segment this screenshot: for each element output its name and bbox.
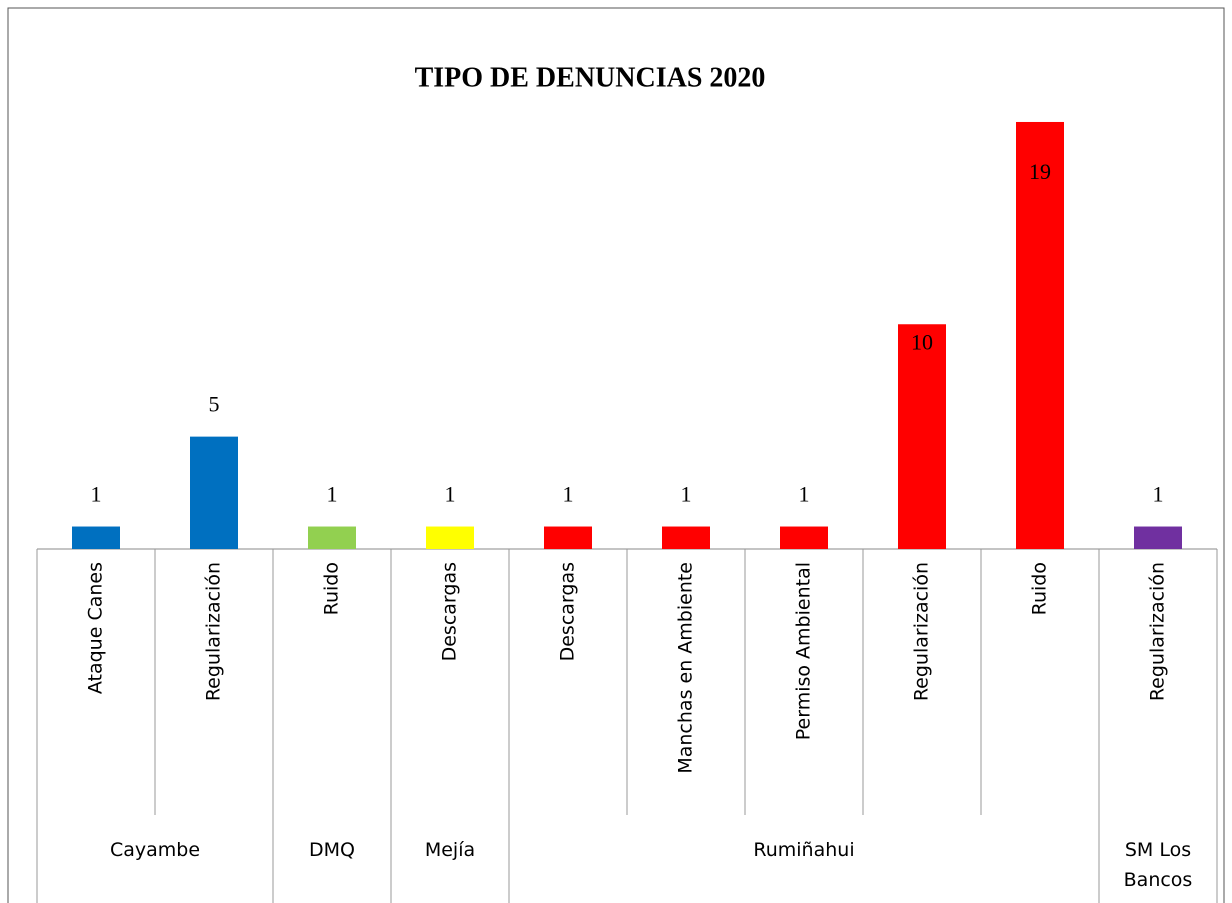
x-tick-label: Descargas: [557, 562, 579, 661]
x-tick-label: Ruido: [321, 562, 343, 615]
group-label: Cayambe: [109, 839, 201, 861]
value-label: 1: [681, 482, 692, 507]
x-tick-label: Regularización: [911, 562, 933, 701]
bar: [898, 324, 946, 549]
x-tick-label: Permiso Ambiental: [793, 562, 815, 740]
bar: [1134, 526, 1182, 549]
value-label: 1: [1153, 482, 1164, 507]
value-label: 1: [563, 482, 574, 507]
value-label: 19: [1029, 159, 1051, 184]
x-tick-label: Descargas: [439, 562, 461, 661]
bar: [1016, 121, 1064, 549]
chart-border: [7, 7, 1225, 903]
chart-title: TIPO DE DENUNCIAS 2020: [415, 62, 766, 93]
group-label: DMQ: [309, 839, 355, 861]
bar: [308, 526, 356, 549]
x-tick-label: Ruido: [1029, 562, 1051, 615]
group-label: Rumiñahui: [753, 839, 855, 861]
value-label: 1: [445, 482, 456, 507]
bar: [544, 526, 592, 549]
bar: [190, 436, 238, 549]
value-label: 1: [799, 482, 810, 507]
value-label: 1: [91, 482, 102, 507]
bar: [426, 526, 474, 549]
x-tick-label: Regularización: [1147, 562, 1169, 701]
group-label: Mejía: [424, 839, 476, 861]
value-label: 5: [209, 392, 220, 417]
bar: [780, 526, 828, 549]
value-label: 10: [911, 329, 933, 354]
bar: [662, 526, 710, 549]
x-tick-label: Ataque Canes: [85, 562, 107, 694]
bar: [72, 526, 120, 549]
group-label: SM Los Bancos: [1123, 839, 1193, 891]
x-tick-label: Regularización: [203, 562, 225, 701]
value-label: 1: [327, 482, 338, 507]
x-tick-label: Manchas en Ambiente: [675, 562, 697, 774]
